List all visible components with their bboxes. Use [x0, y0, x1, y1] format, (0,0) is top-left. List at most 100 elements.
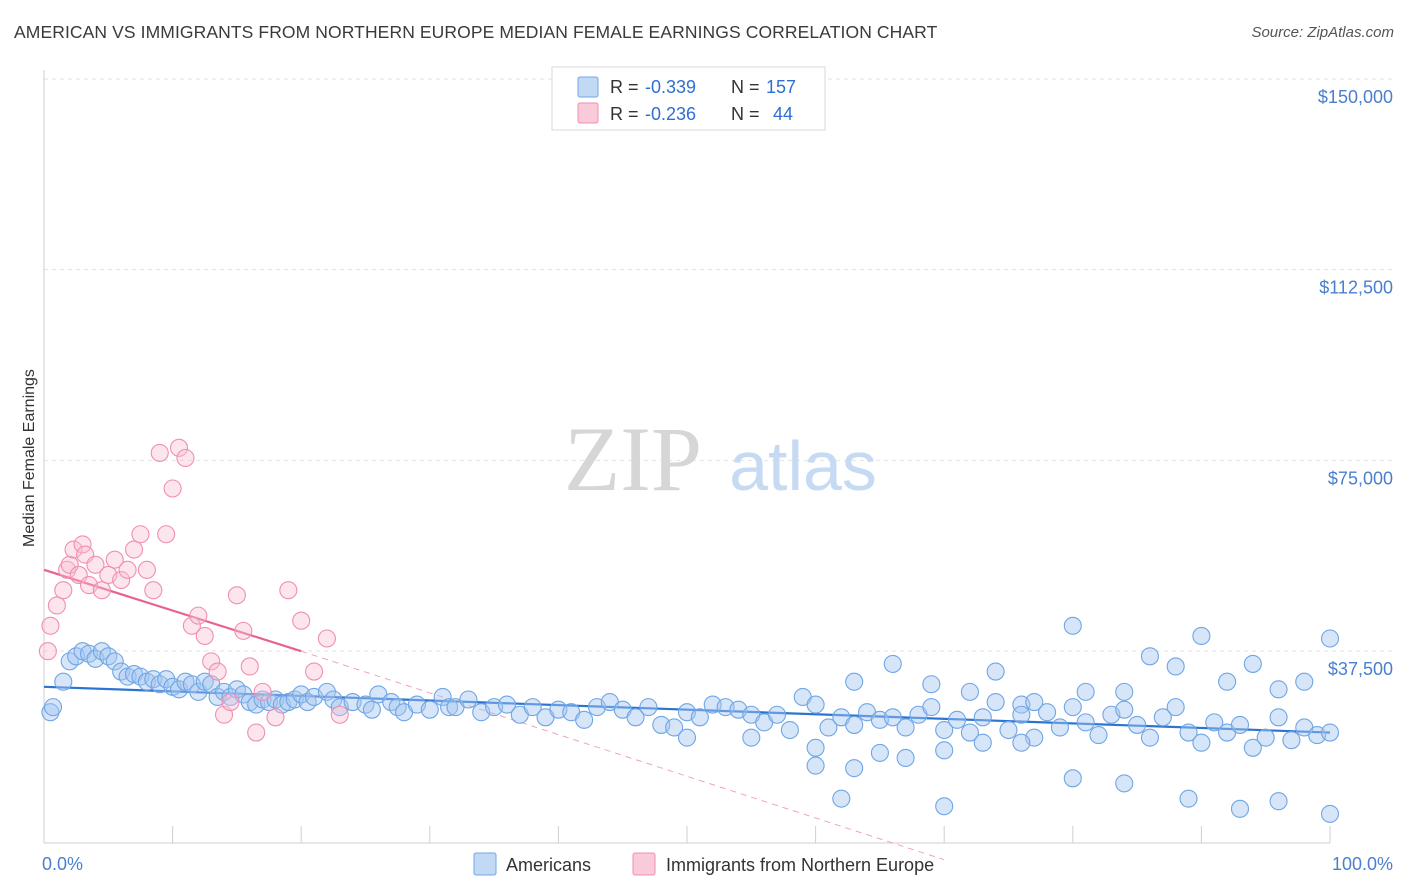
data-point-americans [870, 743, 889, 762]
data-point-americans [1320, 629, 1340, 648]
data-point-americans [973, 708, 992, 727]
legend-r-label-1: R = [610, 77, 639, 97]
data-point-americans [1063, 698, 1082, 717]
y-tick-label: $150,000 [1318, 87, 1393, 107]
data-point-americans [883, 708, 902, 727]
data-point-americans [1115, 682, 1134, 701]
data-point-americans [420, 700, 439, 719]
data-point-americans [433, 687, 452, 707]
grid-lines [44, 78, 1395, 652]
data-point-americans [317, 682, 336, 701]
data-point-immigrants [144, 581, 163, 600]
data-point-immigrants [105, 550, 124, 569]
y-tick-label: $75,000 [1328, 468, 1393, 488]
data-point-americans [1115, 700, 1134, 719]
trend-line-extension [301, 650, 945, 861]
trend-line-immigrants [43, 568, 302, 653]
data-point-immigrants [176, 448, 195, 468]
data-point-americans [1128, 715, 1147, 734]
data-point-americans [1115, 774, 1134, 793]
data-point-americans [626, 708, 645, 727]
legend-r-value-2: -0.236 [645, 104, 696, 124]
data-point-americans [1089, 726, 1108, 745]
legend-n-value-2: 44 [773, 104, 793, 124]
data-point-immigrants [60, 555, 79, 574]
trend-line-americans [43, 685, 1331, 734]
data-point-americans [1050, 718, 1069, 737]
data-point-americans [1282, 731, 1301, 750]
data-point-immigrants [305, 662, 324, 681]
data-point-americans [883, 654, 902, 673]
trend-lines [43, 568, 1331, 861]
data-point-americans [690, 708, 709, 727]
data-point-immigrants [247, 723, 266, 742]
data-point-immigrants [157, 525, 176, 544]
data-point-immigrants [279, 581, 298, 600]
data-point-immigrants [137, 560, 156, 579]
data-point-americans [1076, 682, 1095, 701]
data-point-americans [845, 759, 864, 778]
data-point-immigrants [112, 570, 131, 590]
data-point-americans [1256, 728, 1275, 747]
bottom-legend-swatch-immigrants [632, 852, 656, 876]
data-point-americans [806, 756, 825, 775]
data-point-americans [845, 715, 864, 734]
watermark: ZIP atlas [564, 408, 877, 510]
data-point-immigrants [163, 479, 182, 498]
data-point-americans [948, 710, 967, 729]
data-point-immigrants [195, 626, 214, 646]
y-tick-label: $37,500 [1328, 659, 1393, 679]
data-point-immigrants [64, 540, 83, 559]
data-point-americans [960, 723, 979, 742]
watermark-atlas: atlas [729, 427, 877, 505]
data-point-americans [922, 698, 941, 717]
data-point-immigrants [124, 540, 144, 559]
data-point-americans [896, 718, 915, 737]
data-point-immigrants [169, 438, 189, 457]
data-point-americans [1230, 799, 1250, 818]
data-point-americans [1153, 708, 1172, 727]
data-point-americans [497, 695, 517, 714]
data-point-americans [1166, 657, 1185, 676]
data-point-americans [1038, 703, 1057, 722]
data-point-immigrants [86, 555, 105, 574]
data-point-immigrants [118, 560, 137, 579]
x-tick-label-end: 100.0% [1332, 854, 1393, 874]
legend-swatch-immigrants [577, 102, 599, 124]
data-point-americans [1166, 698, 1185, 717]
data-point-americans [157, 670, 176, 689]
legend-r-label-2: R = [610, 104, 639, 124]
data-point-immigrants [208, 662, 227, 681]
data-point-immigrants [41, 616, 60, 635]
data-point-americans [523, 698, 542, 717]
data-point-americans [362, 700, 381, 719]
y-tick-label: $112,500 [1319, 278, 1393, 298]
data-point-americans [1063, 769, 1082, 788]
data-point-americans [1218, 672, 1237, 691]
x-tick-labels: 0.0% 100.0% [42, 854, 1393, 874]
legend-n-label-2: N = [731, 104, 760, 124]
data-point-americans [832, 789, 851, 808]
data-point-immigrants [58, 560, 77, 579]
data-point-americans [1230, 715, 1250, 734]
data-point-americans [459, 690, 478, 709]
data-point-immigrants [182, 616, 201, 635]
data-point-americans [960, 682, 979, 701]
data-point-americans [1076, 713, 1095, 732]
data-point-immigrants [150, 443, 169, 462]
data-point-americans [922, 675, 941, 694]
data-point-immigrants [221, 692, 240, 712]
data-point-americans [1205, 713, 1224, 732]
data-point-americans [1179, 789, 1198, 808]
data-point-immigrants [92, 581, 111, 600]
correlation-legend: R = -0.339 N = 157 R = -0.236 N = 44 [551, 66, 826, 131]
data-point-americans [1192, 626, 1211, 646]
data-point-americans [935, 720, 954, 740]
data-point-americans [896, 748, 915, 768]
data-point-americans [1320, 723, 1340, 742]
data-point-americans [1025, 692, 1044, 712]
x-tick-label-start: 0.0% [42, 854, 83, 874]
data-point-americans [1140, 728, 1160, 747]
data-point-americans [1243, 738, 1262, 757]
